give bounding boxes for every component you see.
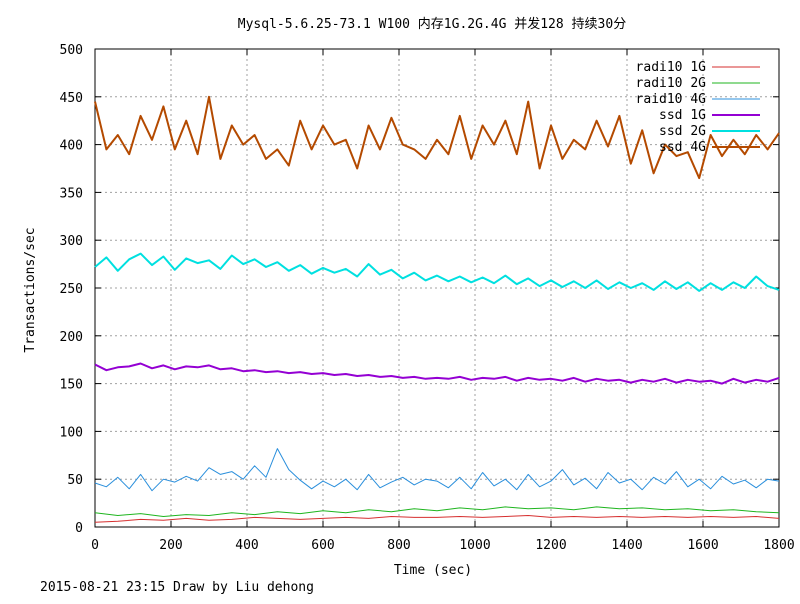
legend-label-2: radi10 2G — [636, 76, 707, 91]
x-tick-label: 600 — [311, 538, 334, 553]
y-tick-label: 100 — [60, 425, 83, 440]
y-tick-label: 400 — [60, 139, 83, 154]
x-tick-label: 200 — [159, 538, 182, 553]
x-axis-label: Time (sec) — [394, 563, 472, 578]
x-tick-label: 400 — [235, 538, 258, 553]
series-line-6 — [94, 95, 780, 180]
series-layer — [94, 95, 780, 523]
x-tick-label: 1400 — [611, 538, 642, 553]
x-tick-label: 0 — [91, 538, 99, 553]
y-tick-label: 150 — [60, 378, 83, 393]
chart-title: Mysql-5.6.25-73.1 W100 内存1G.2G.4G 并发128 … — [238, 16, 626, 32]
x-tick-label: 1200 — [535, 538, 566, 553]
legend-label-4: ssd 1G — [659, 108, 706, 123]
x-tick-label: 1000 — [459, 538, 490, 553]
footer-credit: 2015-08-21 23:15 Draw by Liu dehong — [40, 580, 314, 595]
y-tick-label: 450 — [60, 91, 83, 106]
y-tick-label: 200 — [60, 330, 83, 345]
legend-label-5: ssd 2G — [659, 124, 706, 139]
y-tick-label: 300 — [60, 234, 83, 249]
x-tick-label: 800 — [387, 538, 410, 553]
axes: 0 50 100 150 200 250 300 350 400 450 500 0 200 400 600… — [60, 43, 795, 553]
series-line-3 — [94, 448, 780, 492]
series-line-2 — [94, 506, 780, 517]
series-line-1 — [94, 515, 780, 523]
y-tick-label: 350 — [60, 186, 83, 201]
y-axis-label: Transactions/sec — [23, 227, 38, 352]
y-tick-label: 50 — [67, 473, 83, 488]
legend-label-6: ssd 4G — [659, 140, 706, 155]
x-tick-label: 1800 — [763, 538, 794, 553]
x-tick-label: 1600 — [687, 538, 718, 553]
y-tick-label: 0 — [75, 521, 83, 536]
legend-label-1: radi10 1G — [636, 60, 707, 75]
y-tick-label: 250 — [60, 282, 83, 297]
y-tick-label: 500 — [60, 43, 83, 58]
series-line-5 — [94, 252, 780, 292]
legend-label-3: raid10 4G — [636, 92, 707, 107]
series-line-4 — [94, 362, 780, 385]
